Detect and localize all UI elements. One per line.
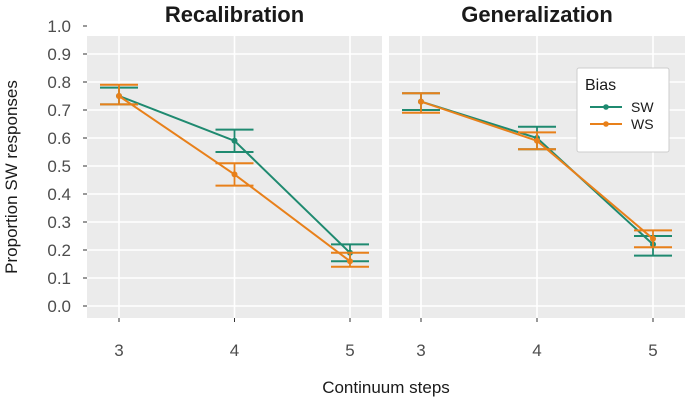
y-axis: 0.0 0.1 0.2 0.3 0.4 0.5 0.6 0.7 0.8 0.9 1.0	[47, 17, 87, 316]
legend-label-ws: WS	[631, 116, 654, 132]
x-tick-label: 3	[416, 341, 425, 360]
y-tick-label: 0.8	[47, 73, 71, 92]
data-point-sw	[231, 137, 238, 144]
x-tick-label: 4	[532, 341, 541, 360]
legend-label-sw: SW	[631, 99, 654, 115]
data-point-ws	[116, 93, 122, 99]
x-axis: 3 4 5 3 4 5	[114, 318, 658, 360]
panel-title-recalibration: Recalibration	[165, 2, 304, 27]
y-axis-title: Proportion SW responses	[2, 80, 21, 274]
series-ws-panel-1	[100, 83, 369, 268]
x-tick-label: 5	[648, 341, 657, 360]
legend-key-ws-point	[603, 121, 609, 127]
data-point-ws	[650, 235, 656, 242]
series-layer	[100, 83, 672, 268]
x-axis-title: Continuum steps	[322, 378, 450, 397]
y-tick-label: 0.7	[47, 101, 71, 120]
legend-key-sw-point	[603, 104, 609, 110]
y-tick-label: 1.0	[47, 17, 71, 36]
data-point-ws	[347, 258, 353, 265]
legend-title: Bias	[585, 77, 616, 94]
data-point-ws	[534, 137, 540, 144]
x-tick-label: 3	[114, 341, 123, 360]
data-point-ws	[231, 171, 238, 178]
x-tick-label: 5	[345, 341, 354, 360]
y-tick-label: 0.4	[47, 185, 71, 204]
series-ws-panel-2	[402, 92, 672, 249]
panel-title-generalization: Generalization	[461, 2, 613, 27]
y-tick-label: 0.6	[47, 129, 71, 148]
y-tick-label: 0.3	[47, 213, 71, 232]
y-tick-label: 0.9	[47, 45, 71, 64]
y-tick-label: 0.1	[47, 269, 71, 288]
x-tick-label: 4	[230, 341, 239, 360]
y-tick-label: 0.2	[47, 241, 71, 260]
legend-box	[576, 67, 670, 153]
legend: Bias SW WS	[576, 67, 670, 153]
y-tick-label: 0.0	[47, 297, 71, 316]
data-point-ws	[418, 98, 424, 105]
y-tick-label: 0.5	[47, 157, 71, 176]
